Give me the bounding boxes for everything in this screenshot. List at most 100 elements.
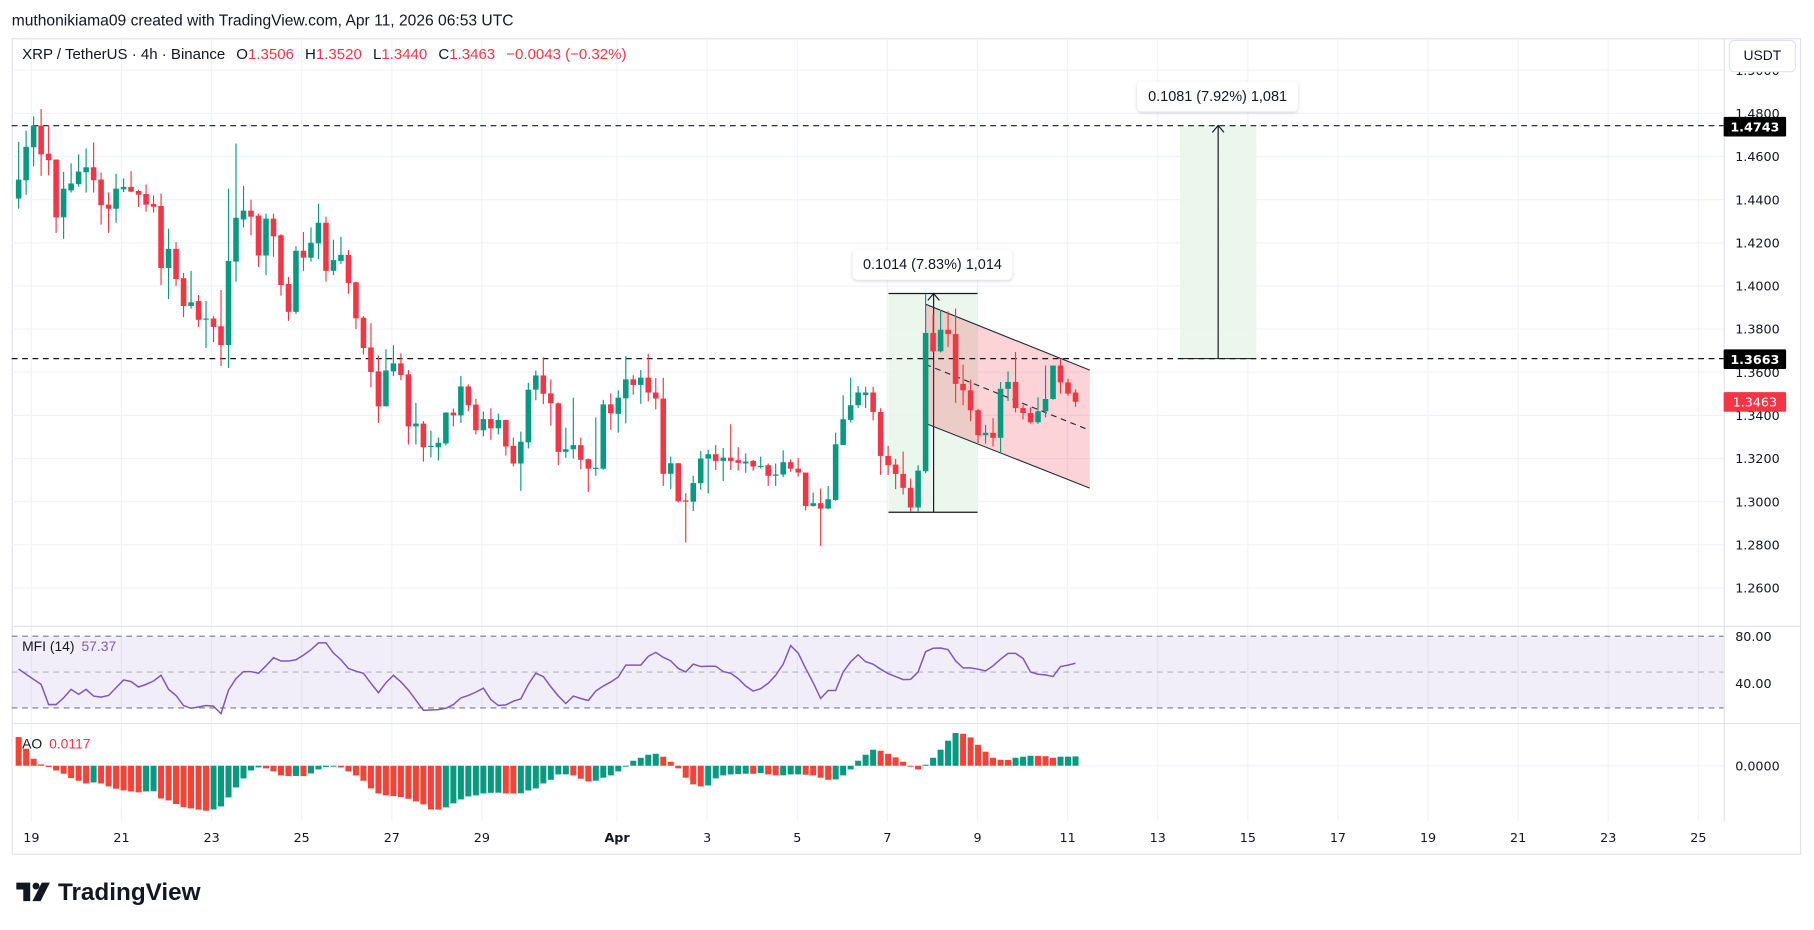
candle-body xyxy=(128,186,134,192)
candle-body xyxy=(757,465,764,468)
candle xyxy=(315,203,322,259)
candle xyxy=(398,353,404,381)
candle xyxy=(510,437,517,467)
candle xyxy=(885,445,891,475)
candle-body xyxy=(563,449,569,452)
ao-bar xyxy=(465,765,472,797)
ao-bar xyxy=(330,765,337,767)
candle xyxy=(473,398,479,435)
time-tick-label: 19 xyxy=(23,830,39,845)
ao-bar xyxy=(158,765,165,799)
candle xyxy=(990,418,996,447)
candle-body xyxy=(675,463,682,502)
candle xyxy=(495,413,502,435)
ao-bar xyxy=(622,765,629,767)
ao-bar xyxy=(262,765,270,769)
candle-body xyxy=(248,210,254,217)
measure-tools[interactable]: 0.1014 (7.83%) 1,014 0.1081 (7.92%) 1,081 xyxy=(852,81,1298,513)
ao-bar xyxy=(690,765,697,785)
channel-upper-line[interactable] xyxy=(925,303,1090,371)
candle xyxy=(195,295,202,327)
usdt-button[interactable]: USDT xyxy=(1728,39,1796,73)
ao-bar xyxy=(675,765,682,769)
ao-bar xyxy=(495,765,502,793)
tradingview-logo[interactable]: TradingView xyxy=(16,879,201,906)
candle xyxy=(203,301,209,349)
arrow-up-icon xyxy=(1211,124,1225,133)
candle xyxy=(345,250,352,294)
currency-button-box[interactable] xyxy=(1728,39,1796,73)
candle xyxy=(1057,358,1064,394)
candle xyxy=(465,384,472,412)
time-tick-label: 23 xyxy=(1600,830,1616,845)
candle xyxy=(293,246,299,314)
ao-bar xyxy=(15,737,22,766)
mfi-axis-label: 40.00 xyxy=(1735,676,1771,691)
symbol-name[interactable]: XRP / TetherUS · 4h · Binance xyxy=(22,46,225,63)
mfi-legend: MFI (14) 57.37 xyxy=(22,638,116,654)
ao-bar xyxy=(862,754,869,766)
candle xyxy=(53,159,59,233)
candle-body xyxy=(308,242,314,258)
time-tick-label: 11 xyxy=(1060,830,1076,845)
time-tick-label: 9 xyxy=(973,830,981,845)
ao-bar xyxy=(810,765,817,776)
candle xyxy=(997,381,1004,454)
ao-name[interactable]: AO xyxy=(22,735,42,751)
ao-bar xyxy=(547,765,554,780)
candle-body xyxy=(330,260,337,271)
candle xyxy=(68,163,74,193)
candle-body xyxy=(802,472,809,506)
ao-bar xyxy=(420,765,427,805)
horizontal-levels[interactable] xyxy=(11,125,1724,360)
channel-lower-line[interactable] xyxy=(925,422,1090,489)
candle-body xyxy=(195,301,202,320)
candle-body xyxy=(847,405,854,420)
candle xyxy=(907,478,914,512)
candle xyxy=(712,445,719,470)
candle-body xyxy=(105,204,112,209)
ao-bar xyxy=(667,761,674,766)
badge-bg xyxy=(1723,116,1787,137)
candle-body xyxy=(428,445,434,447)
candle-body xyxy=(75,171,82,185)
candle-body xyxy=(780,462,786,475)
ao-bar xyxy=(697,765,704,787)
candle-body xyxy=(862,392,869,396)
time-tick-label: 27 xyxy=(384,830,400,845)
candle-body xyxy=(443,412,449,444)
tradingview-logo-icon xyxy=(16,882,50,902)
candle xyxy=(180,272,187,318)
candle-body xyxy=(615,397,622,414)
ao-bar xyxy=(270,765,277,772)
candle-body xyxy=(293,250,299,312)
candle xyxy=(278,234,284,296)
ao-bar xyxy=(412,765,419,802)
candle xyxy=(795,458,801,477)
candle-body xyxy=(533,375,539,390)
ao-bar xyxy=(195,765,202,810)
candle xyxy=(1005,371,1011,401)
candle xyxy=(705,449,712,494)
candle-body xyxy=(368,347,374,373)
ao-bar xyxy=(615,765,622,772)
candle xyxy=(1020,404,1026,420)
time-axis[interactable]: 19 21 23 25 27 29 Apr 3 5 7 9 11 13 15 17 19 21 23 25 xyxy=(23,830,1706,845)
candle xyxy=(1065,378,1071,396)
ao-bar xyxy=(180,765,187,808)
candle xyxy=(285,276,292,321)
candle xyxy=(413,402,419,445)
candle-body xyxy=(338,254,344,261)
candle xyxy=(98,172,104,225)
low-label: L xyxy=(373,46,381,63)
mfi-name[interactable]: MFI (14) xyxy=(22,638,74,654)
ao-bar xyxy=(1072,756,1079,766)
measure-label: 0.1081 (7.92%) 1,081 xyxy=(1148,89,1287,105)
ao-bar xyxy=(143,765,150,792)
candle-body xyxy=(772,474,779,476)
candle-body xyxy=(870,392,876,412)
candle-body xyxy=(68,183,74,191)
candle xyxy=(877,408,884,475)
ao-bar xyxy=(53,765,60,771)
